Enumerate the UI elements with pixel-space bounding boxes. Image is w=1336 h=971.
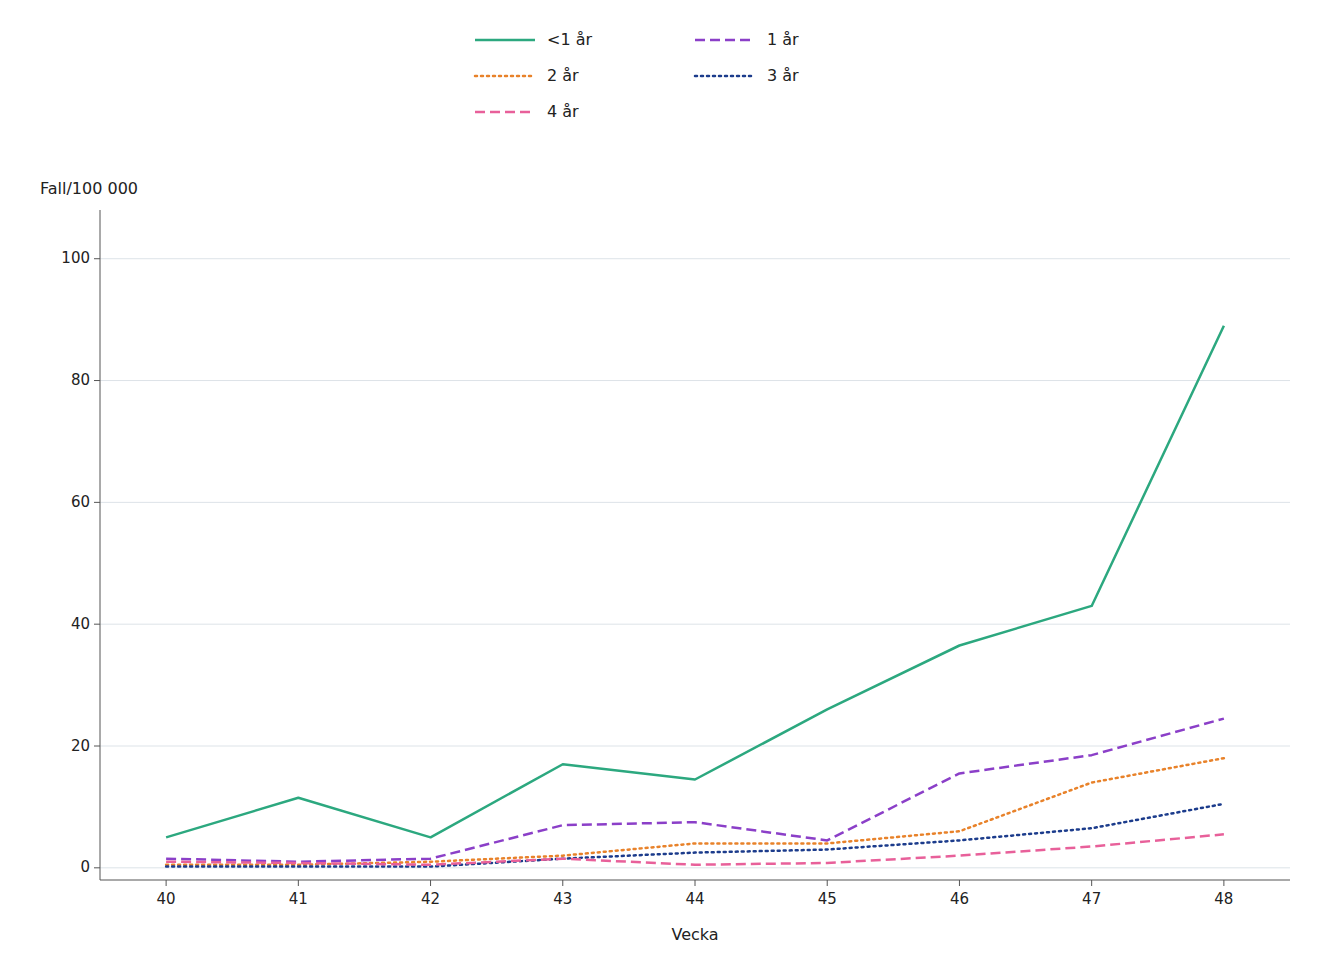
legend-label: 4 år: [547, 102, 579, 121]
x-tick-label: 41: [289, 890, 308, 908]
x-tick: [1091, 880, 1092, 886]
x-tick-label: 48: [1214, 890, 1233, 908]
legend-swatch: [475, 111, 535, 114]
x-tick-label: 44: [685, 890, 704, 908]
y-tick-label: 20: [71, 737, 90, 755]
y-tick-label: 100: [61, 249, 90, 267]
legend-label: 3 år: [767, 66, 799, 85]
x-tick: [298, 880, 299, 886]
y-axis-line: [100, 210, 101, 880]
grid: [100, 259, 1290, 868]
legend-swatch: [475, 39, 535, 42]
y-tick-label: 40: [71, 615, 90, 633]
axes: 0 20 40 60 80 100 40 41 42 43 44 45 46 47 48: [61, 210, 1290, 908]
grid-line: [100, 258, 1290, 259]
y-tick: [94, 867, 100, 868]
x-tick: [562, 880, 563, 886]
legend-label: 2 år: [547, 66, 579, 85]
y-tick: [94, 624, 100, 625]
x-tick: [1223, 880, 1224, 886]
series-line: [166, 834, 1224, 864]
x-tick-label: 45: [818, 890, 837, 908]
x-tick: [959, 880, 960, 886]
x-axis-label: Vecka: [671, 925, 718, 944]
grid-line: [100, 867, 1290, 868]
series-line: [166, 719, 1224, 862]
y-tick-label: 80: [71, 371, 90, 389]
chart-container: 0 20 40 60 80 100 40 41 42 43 44 45 46 47 48 Vecka Fall/…: [0, 0, 1336, 971]
x-tick-label: 43: [553, 890, 572, 908]
grid-line: [100, 624, 1290, 625]
y-tick-label: 60: [71, 493, 90, 511]
series-line: [166, 804, 1224, 867]
x-tick-label: 42: [421, 890, 440, 908]
chart: 0 20 40 60 80 100 40 41 42 43 44 45 46 47 48 Vecka Fall/…: [0, 0, 1336, 971]
legend: <1 år 1 år 2 år 3 år 4 år: [475, 30, 799, 121]
lines: [166, 326, 1224, 867]
series-line: [166, 326, 1224, 838]
y-tick: [94, 380, 100, 381]
x-tick: [166, 880, 167, 886]
legend-swatch: [695, 75, 755, 78]
x-tick: [695, 880, 696, 886]
y-axis-label: Fall/100 000: [40, 179, 138, 198]
y-tick: [94, 502, 100, 503]
grid-line: [100, 746, 1290, 747]
x-axis-line: [100, 880, 1290, 881]
grid-line: [100, 380, 1290, 381]
y-tick: [94, 746, 100, 747]
x-tick: [430, 880, 431, 886]
x-tick-label: 40: [157, 890, 176, 908]
legend-swatch: [695, 39, 755, 42]
series-line: [166, 758, 1224, 865]
x-tick: [827, 880, 828, 886]
legend-swatch: [475, 75, 535, 78]
grid-line: [100, 502, 1290, 503]
y-tick-label: 0: [80, 858, 90, 876]
x-tick-label: 47: [1082, 890, 1101, 908]
y-tick: [94, 258, 100, 259]
legend-label: 1 år: [767, 30, 799, 49]
legend-label: <1 år: [547, 30, 592, 49]
x-tick-label: 46: [950, 890, 969, 908]
